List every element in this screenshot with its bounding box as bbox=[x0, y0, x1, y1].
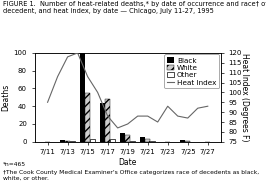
Bar bbox=[105, 99, 110, 142]
Bar bbox=[80, 53, 85, 142]
Legend: Black, White, Other, Heat Index: Black, White, Other, Heat Index bbox=[164, 54, 219, 88]
Bar bbox=[60, 140, 65, 142]
Text: *n=465: *n=465 bbox=[3, 162, 26, 167]
Text: FIGURE 1.  Number of heat-related deaths,* by date of occurrence and race† of: FIGURE 1. Number of heat-related deaths,… bbox=[3, 1, 266, 7]
Bar bbox=[150, 141, 155, 142]
Bar bbox=[145, 139, 150, 142]
Bar bbox=[180, 140, 185, 142]
Bar bbox=[110, 139, 115, 142]
Bar bbox=[130, 141, 135, 142]
Text: decedent, and heat index, by date — Chicago, July 11-27, 1995: decedent, and heat index, by date — Chic… bbox=[3, 8, 214, 14]
Bar bbox=[70, 141, 75, 142]
Text: †The Cook County Medical Examiner's Office categorizes race of decedents as blac: †The Cook County Medical Examiner's Offi… bbox=[3, 170, 259, 181]
Y-axis label: Heat Index (Degrees F): Heat Index (Degrees F) bbox=[240, 53, 249, 142]
Bar bbox=[140, 137, 145, 142]
Y-axis label: Deaths: Deaths bbox=[2, 84, 11, 111]
Bar bbox=[125, 135, 130, 142]
Bar bbox=[90, 139, 95, 142]
Bar bbox=[85, 93, 90, 142]
X-axis label: Date: Date bbox=[118, 158, 137, 167]
Bar bbox=[100, 103, 105, 142]
Bar bbox=[65, 141, 70, 142]
Bar bbox=[120, 133, 125, 142]
Bar bbox=[185, 141, 190, 142]
